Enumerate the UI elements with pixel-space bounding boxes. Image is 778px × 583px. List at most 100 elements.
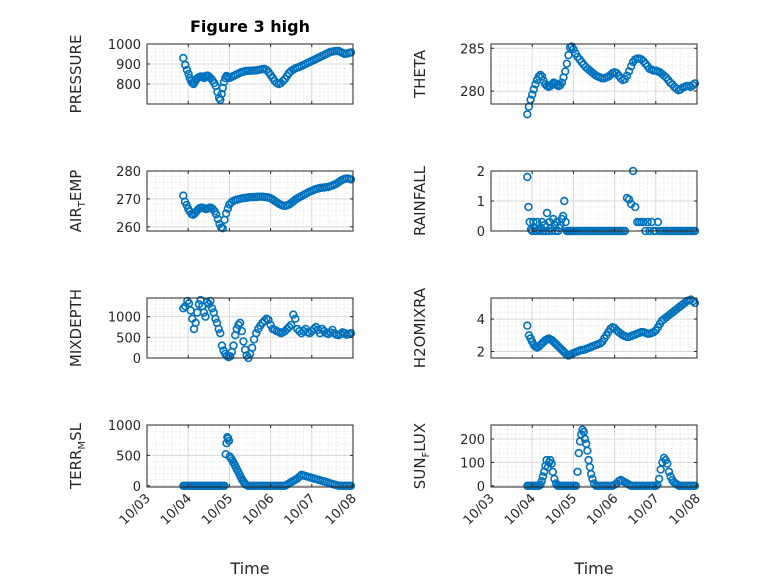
- data-point: [226, 352, 235, 361]
- data-point: [266, 320, 275, 330]
- data-point: [531, 80, 540, 89]
- data-point: [574, 448, 583, 458]
- data-point: [630, 202, 640, 212]
- data-point: [690, 79, 700, 88]
- data-point: [216, 329, 225, 338]
- y-tick-label: 800: [116, 78, 141, 93]
- axes-box: [490, 424, 698, 488]
- y-tick-label: 900: [116, 58, 141, 73]
- data-point: [526, 95, 535, 104]
- data-point: [586, 469, 596, 479]
- y-axis-label: PRESSURE: [67, 35, 85, 114]
- data-point: [212, 210, 221, 219]
- data-point: [207, 304, 217, 313]
- data-point: [690, 481, 700, 490]
- axes-box: [490, 297, 698, 359]
- data-point: [547, 459, 556, 468]
- data-point: [573, 467, 582, 476]
- data-point: [537, 72, 547, 81]
- data-point: [527, 90, 537, 99]
- data-point: [179, 304, 188, 313]
- data-point: [181, 60, 190, 70]
- x-tick-label: 10/04: [502, 491, 539, 528]
- x-tick-label: 10/03: [117, 491, 154, 528]
- y-tick-label: 0: [477, 480, 485, 495]
- y-tick-label: 0: [133, 480, 141, 495]
- subplot-row2-right: 0 1 2 RAINFALL: [411, 165, 700, 240]
- data-point: [595, 339, 605, 348]
- data-point: [536, 70, 545, 80]
- axes-box: [146, 170, 354, 232]
- data-point: [260, 316, 269, 325]
- data-point: [550, 474, 559, 483]
- data-point: [538, 472, 548, 481]
- data-point: [622, 71, 632, 80]
- data-point: [220, 481, 229, 490]
- y-tick-label: 1000: [108, 38, 141, 53]
- data-point: [346, 48, 356, 57]
- data-point: [583, 446, 592, 455]
- data-point: [653, 217, 663, 227]
- data-point: [557, 78, 567, 87]
- data-point: [537, 477, 546, 486]
- data-point: [346, 175, 356, 184]
- y-axis-label: H2OMIXRA: [411, 287, 429, 368]
- x-tick-label: 10/05: [543, 491, 580, 528]
- y-axis-label: THETA: [411, 49, 429, 99]
- data-point: [616, 329, 625, 338]
- y-tick-label: 2: [477, 346, 485, 361]
- data-point: [222, 351, 232, 361]
- x-tick-label: 10/08: [323, 491, 360, 528]
- data-point: [232, 324, 242, 334]
- data-point: [624, 67, 634, 76]
- y-tick-label: 100: [460, 456, 485, 471]
- y-tick-label: 2: [477, 165, 485, 180]
- series-markers: [179, 174, 356, 233]
- data-point: [626, 62, 636, 71]
- data-point: [218, 224, 228, 233]
- subplot-row2-left: 260 270 280 AIRTEMP: [67, 165, 356, 236]
- data-point: [562, 59, 571, 68]
- x-tick-label: 10/06: [584, 491, 621, 528]
- y-tick-label: 500: [116, 449, 141, 464]
- data-point: [184, 69, 193, 79]
- y-tick-label: 0: [133, 352, 141, 367]
- data-point: [235, 318, 245, 327]
- data-point: [523, 321, 532, 330]
- y-tick-label: 1000: [108, 311, 141, 326]
- axes-box: [146, 43, 354, 105]
- data-point: [211, 314, 220, 323]
- data-point: [523, 110, 532, 119]
- data-point: [264, 315, 273, 325]
- data-point: [291, 314, 300, 323]
- y-tick-label: 4: [477, 313, 485, 328]
- data-point: [688, 80, 698, 90]
- x-tick-label: 10/03: [461, 491, 498, 528]
- data-point: [571, 481, 581, 490]
- data-point: [309, 324, 319, 334]
- x-axis-label: Time: [229, 559, 269, 578]
- data-point: [534, 72, 543, 81]
- y-axis-label: SUNFLUX: [411, 423, 432, 489]
- data-point: [690, 298, 700, 308]
- series-markers: [179, 295, 356, 363]
- y-axis-label: RAINFALL: [411, 165, 429, 236]
- data-point: [643, 217, 652, 227]
- data-point: [523, 172, 532, 182]
- subplot-row3-left: 0 500 1000 MIXDEPTH: [67, 289, 356, 367]
- subplot-row4-right: 0 100 200 SUNFLUX 10/03 10/04 10/05 10/06 10/07 1…: [411, 423, 704, 578]
- data-point: [201, 312, 210, 321]
- y-tick-label: 270: [116, 193, 141, 208]
- axes-box: [490, 43, 698, 105]
- subplot-row1-right: 280 285 THETA: [411, 42, 700, 119]
- data-point: [542, 208, 552, 218]
- data-point: [680, 298, 689, 308]
- data-point: [182, 65, 192, 75]
- series-markers: [179, 46, 356, 105]
- data-point: [284, 322, 294, 332]
- y-tick-label: 200: [460, 433, 485, 448]
- data-point: [237, 326, 247, 336]
- data-point: [524, 202, 533, 212]
- axes-box: [146, 424, 354, 488]
- data-point: [659, 71, 669, 80]
